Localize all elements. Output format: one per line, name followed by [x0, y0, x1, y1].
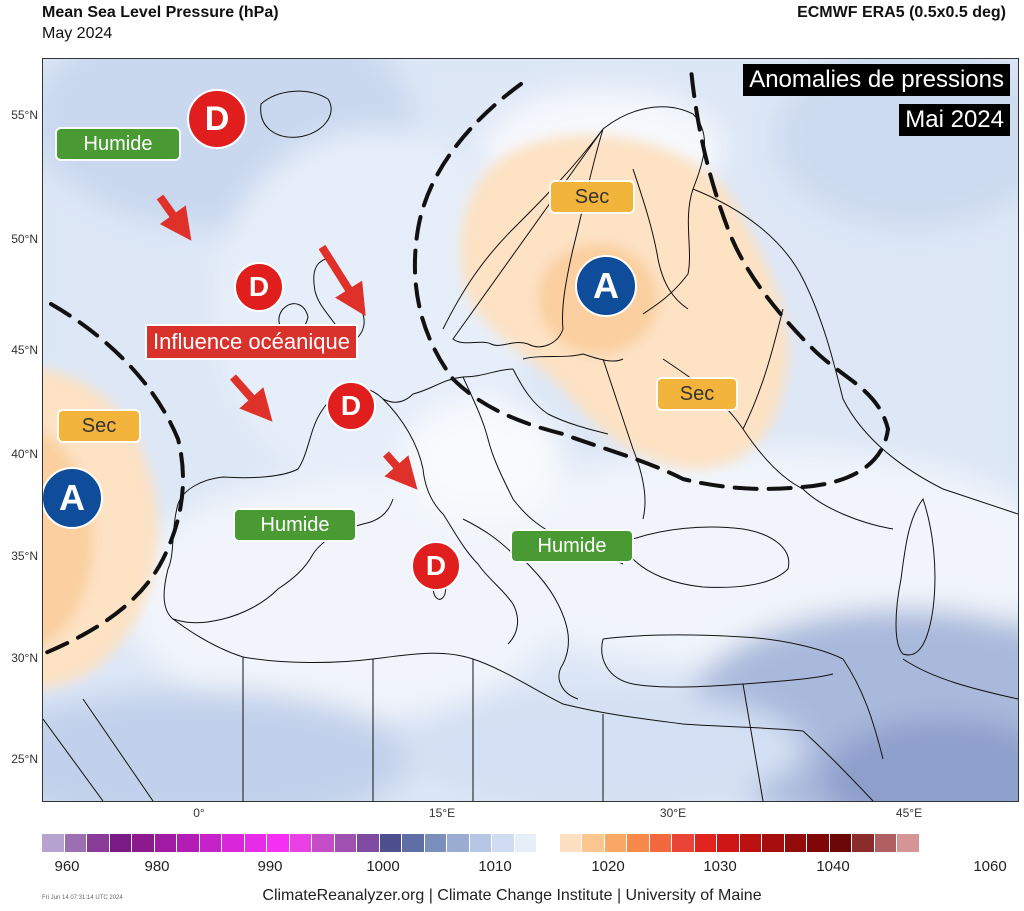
colorbar-swatch — [469, 834, 492, 852]
lat-label: 50°N — [11, 232, 38, 246]
lat-label: 40°N — [11, 447, 38, 461]
footer-credit: ClimateReanalyzer.org | Climate Change I… — [262, 887, 762, 904]
colorbar-label: 990 — [257, 858, 283, 875]
colorbar-swatch — [87, 834, 110, 852]
colorbar-swatch — [289, 834, 312, 852]
colorbar-swatch — [672, 834, 695, 852]
colorbar-swatch — [604, 834, 627, 852]
colorbar-swatch — [492, 834, 515, 852]
colorbar-swatch — [897, 834, 920, 852]
colorbar-swatch — [739, 834, 762, 852]
colorbar-swatch — [154, 834, 177, 852]
colorbar-swatch — [784, 834, 807, 852]
colorbar-swatch — [357, 834, 380, 852]
timestamp: Fri Jun 14 07:31:14 UTC 2024 — [42, 895, 123, 901]
humide-label: Humide — [57, 129, 179, 159]
colorbar-swatch — [222, 834, 245, 852]
humide-label: Humide — [512, 531, 632, 561]
lat-label: 55°N — [11, 108, 38, 122]
colorbar-swatch — [852, 834, 875, 852]
colorbar-swatch — [537, 834, 560, 852]
colorbar-swatch — [807, 834, 830, 852]
colorbar-label: 1020 — [591, 858, 625, 875]
colorbar-swatch — [694, 834, 717, 852]
colorbar-label: 960 — [54, 858, 80, 875]
colorbar-swatch — [199, 834, 222, 852]
colorbar-swatch — [762, 834, 785, 852]
lon-label: 45°E — [895, 806, 923, 820]
colorbar-swatch — [717, 834, 740, 852]
colorbar-swatch — [267, 834, 290, 852]
colorbar-swatch — [334, 834, 357, 852]
colorbar-swatch — [559, 834, 582, 852]
sec-label: Sec — [658, 379, 736, 409]
colorbar-swatch — [424, 834, 447, 852]
colorbar-swatch — [132, 834, 155, 852]
colorbar-swatch — [627, 834, 650, 852]
lat-label: 35°N — [11, 549, 38, 563]
sec-label: Sec — [59, 411, 139, 441]
colorbar-swatch — [514, 834, 537, 852]
lon-label: 30°E — [659, 806, 687, 820]
low-pressure-marker: D — [326, 381, 376, 431]
colorbar — [42, 834, 920, 852]
low-pressure-marker: D — [411, 541, 461, 591]
high-pressure-marker: A — [575, 255, 637, 317]
low-pressure-marker: D — [187, 89, 247, 149]
colorbar-swatch — [312, 834, 335, 852]
colorbar-swatch — [874, 834, 897, 852]
colorbar-swatch — [42, 834, 65, 852]
high-pressure-marker: A — [43, 467, 103, 529]
humide-label: Humide — [235, 510, 355, 540]
pressure-map: Anomalies de pressions Mai 2024 Humide H… — [42, 58, 1019, 802]
lat-label: 25°N — [11, 752, 38, 766]
influence-oceanique-label: Influence océanique — [145, 324, 358, 360]
colorbar-swatch — [109, 834, 132, 852]
dashed-boundaries — [43, 67, 891, 656]
lon-label: 15°E — [428, 806, 456, 820]
lat-label: 45°N — [11, 343, 38, 357]
colorbar-swatch — [379, 834, 402, 852]
colorbar-swatch — [64, 834, 87, 852]
colorbar-swatch — [829, 834, 852, 852]
dataset-label: ECMWF ERA5 (0.5x0.5 deg) — [797, 4, 1006, 21]
chart-title: Mean Sea Level Pressure (hPa) — [42, 4, 279, 21]
header-left: Mean Sea Level Pressure (hPa) May 2024 — [42, 4, 279, 43]
colorbar-swatch — [649, 834, 672, 852]
colorbar-label: 1000 — [366, 858, 400, 875]
chart-subtitle: May 2024 — [42, 25, 113, 42]
overlay-title-line1: Anomalies de pressions — [743, 64, 1010, 96]
low-pressure-marker: D — [234, 262, 284, 312]
colorbar-swatch — [582, 834, 605, 852]
colorbar-label: 1010 — [478, 858, 512, 875]
lat-label: 30°N — [11, 651, 38, 665]
colorbar-swatch — [177, 834, 200, 852]
lon-label: 0° — [193, 806, 205, 820]
colorbar-swatch — [447, 834, 470, 852]
colorbar-label: 980 — [144, 858, 170, 875]
overlay-title-line2: Mai 2024 — [899, 104, 1010, 136]
map-canvas — [43, 59, 1018, 801]
colorbar-swatch — [402, 834, 425, 852]
colorbar-swatch — [244, 834, 267, 852]
colorbar-label: 1040 — [816, 858, 850, 875]
colorbar-label: 1060 — [973, 858, 1007, 875]
colorbar-label: 1030 — [703, 858, 737, 875]
sec-label: Sec — [551, 182, 633, 212]
